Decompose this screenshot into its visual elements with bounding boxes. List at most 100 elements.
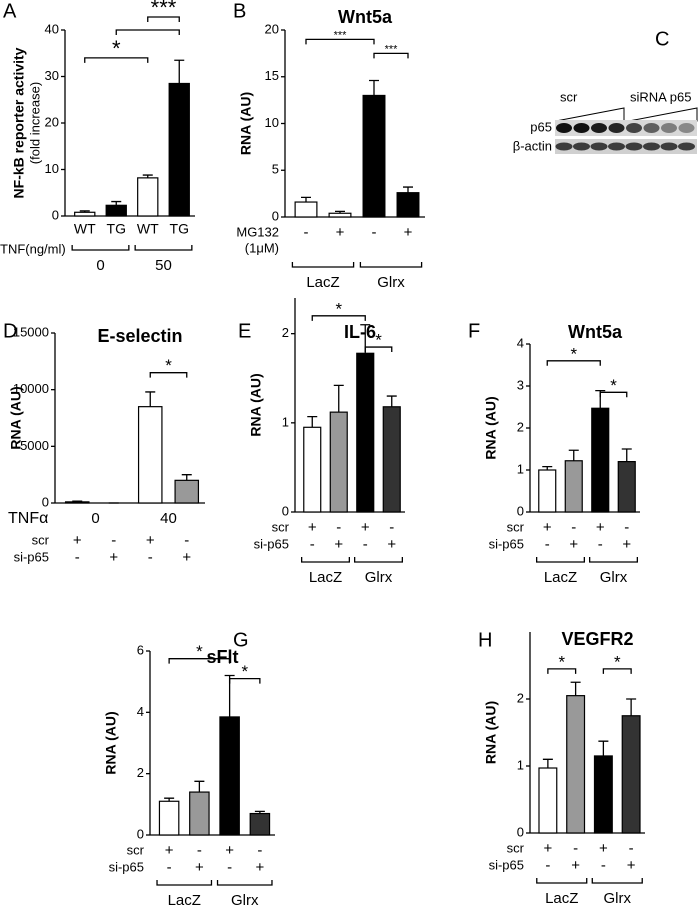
row-sign: + (622, 536, 631, 553)
y-tick-label: 2 (282, 325, 289, 340)
y-axis-label: RNA (AU) (483, 701, 499, 764)
y-tick-label: 5000 (20, 438, 49, 453)
row-label: MG132 (236, 224, 279, 239)
significance-label: *** (334, 29, 348, 41)
y-tick-label: 20 (265, 21, 279, 36)
y-tick-label: 2 (517, 419, 524, 434)
row-label: si-p65 (254, 536, 289, 551)
band (678, 142, 695, 151)
group-bracket (359, 262, 423, 268)
band (643, 142, 660, 151)
blot-row-label: p65 (530, 119, 552, 134)
bar (362, 94, 386, 218)
bar (105, 204, 127, 217)
y-tick-label: 15 (265, 68, 279, 83)
significance-label: * (165, 356, 172, 375)
y-tick-label: 10 (45, 161, 59, 176)
row-sign: - (111, 532, 116, 549)
y-axis-label: (fold increase) (27, 82, 42, 164)
x-tick-label: TG (107, 221, 126, 237)
row-sign: + (308, 519, 317, 536)
row-sign: - (167, 859, 172, 876)
y-tick-label: 1 (517, 461, 524, 476)
row-sign: + (336, 224, 345, 241)
chart-title: Wnt5a (568, 322, 623, 342)
x-tick-label: WT (74, 221, 96, 237)
group-label: 50 (155, 257, 172, 274)
y-axis-label: RNA (AU) (238, 92, 254, 155)
bar (249, 812, 271, 836)
bar (219, 716, 240, 836)
chart-title: sFlt (206, 647, 238, 667)
bar (137, 177, 159, 217)
band (625, 142, 643, 151)
bar (356, 352, 375, 513)
bar (538, 469, 557, 513)
row-sign: - (75, 549, 80, 566)
y-tick-label: 10 (265, 115, 279, 130)
y-tick-label: 0 (517, 503, 524, 518)
significance-label: * (375, 331, 382, 350)
row-sign: + (73, 532, 82, 549)
significance-bracket (149, 372, 188, 378)
wedge (555, 107, 625, 122)
y-axis-label: RNA (AU) (483, 396, 499, 459)
group-label: LacZ (309, 569, 342, 586)
band (590, 142, 608, 151)
row-sign: - (573, 840, 578, 857)
y-tick-label: 5 (272, 162, 279, 177)
row-label: si-p65 (489, 536, 524, 551)
row-sign: - (184, 532, 189, 549)
row-sign: + (404, 224, 413, 241)
bar (538, 767, 558, 834)
group-bracket (536, 557, 585, 563)
significance-bracket (311, 315, 366, 321)
group-title: TNF(ng/ml) (0, 241, 66, 256)
significance-bracket (228, 677, 261, 684)
chart-panel: B Wnt5a RNA (AU) 0 5 10 15 20 *** *** MG132(1μM) - +… (233, 0, 425, 291)
row-label: si-p65 (14, 549, 49, 564)
panel-letter: D (3, 320, 17, 342)
chart-title: IL-6 (344, 322, 376, 342)
group-label: Glrx (604, 890, 632, 907)
x-tick-label: TG (170, 221, 189, 237)
row-sign: + (182, 549, 191, 566)
bar (174, 479, 200, 504)
band (608, 123, 625, 133)
significance-bracket (147, 16, 180, 22)
group-bracket (301, 557, 350, 563)
y-tick-label: 0 (52, 207, 59, 222)
panel-letter: F (468, 320, 480, 342)
group-bracket (216, 880, 273, 886)
row-sign: - (197, 842, 202, 859)
row-sign: - (598, 536, 603, 553)
group-bracket (536, 878, 588, 884)
y-tick-label: 30 (45, 68, 59, 83)
row-sign: + (195, 859, 204, 876)
row-label: scr (272, 519, 290, 534)
row-sign: + (146, 532, 155, 549)
row-sign: + (361, 519, 370, 536)
row-sign: + (109, 549, 118, 566)
band (608, 142, 625, 151)
bar (566, 695, 586, 834)
chart-title: Wnt5a (338, 7, 393, 27)
significance-bracket (546, 360, 601, 366)
x-tick-label: WT (137, 221, 159, 237)
significance-bracket (305, 38, 375, 45)
bar (168, 82, 190, 217)
row-sign: + (599, 840, 608, 857)
group-label: LacZ (306, 274, 339, 291)
group-label: LacZ (544, 569, 577, 586)
group-label: Glrx (231, 892, 259, 907)
y-tick-label: 10000 (13, 381, 49, 396)
bar (617, 461, 636, 513)
bar (593, 755, 613, 834)
row-sign: + (571, 857, 580, 874)
band (556, 123, 572, 133)
band (573, 142, 590, 151)
row-label: scr (32, 532, 50, 547)
y-tick-label: 1 (282, 414, 289, 429)
